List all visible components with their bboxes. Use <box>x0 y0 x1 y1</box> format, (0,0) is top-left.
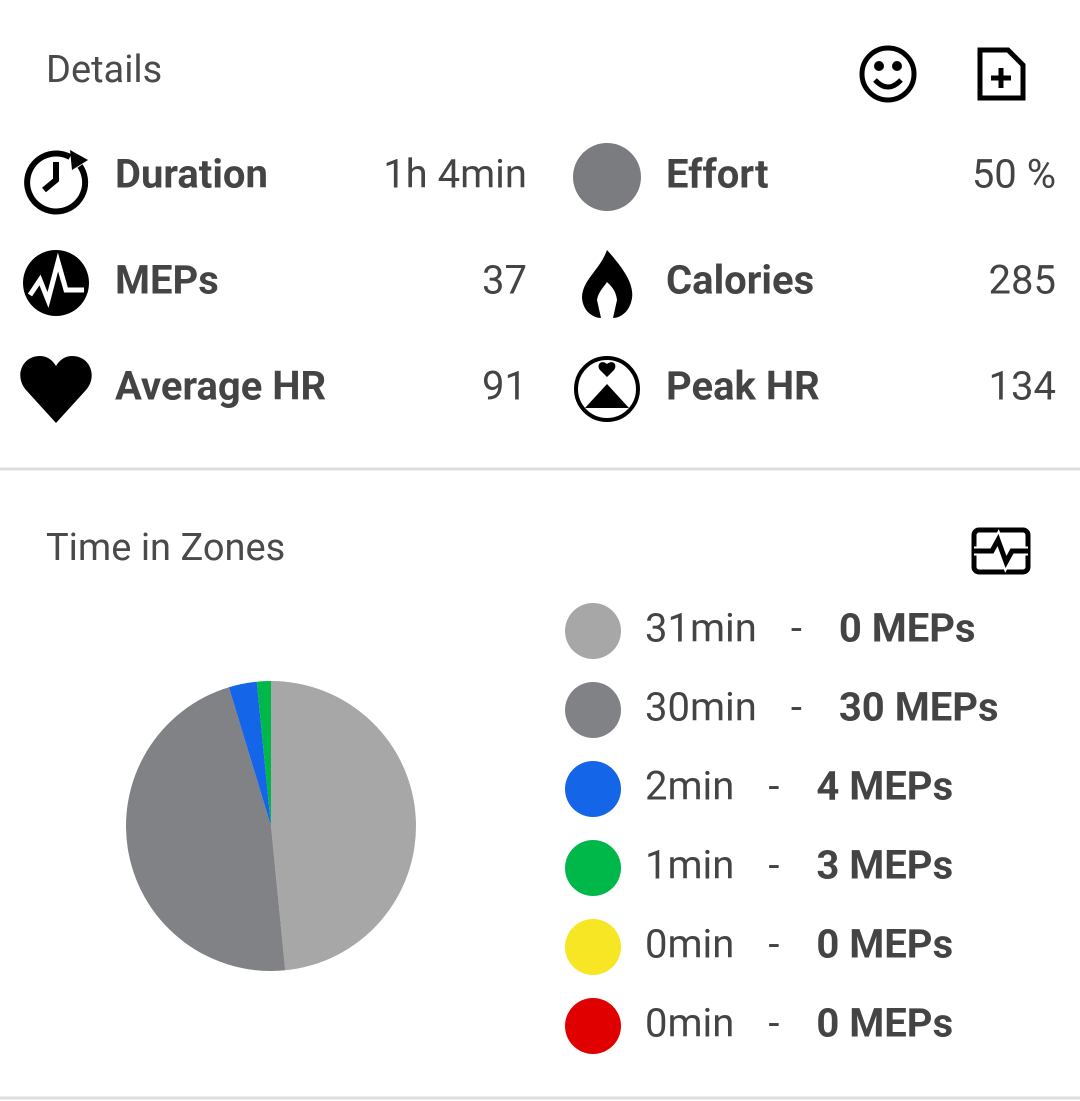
zones-chart-button[interactable] <box>971 527 1031 575</box>
legend-time: 31min <box>645 605 757 652</box>
legend-time: 1min <box>645 842 734 889</box>
section-title: Details <box>46 48 162 92</box>
legend-swatch <box>565 682 621 738</box>
legend-meps: 0 MEPs <box>816 1000 953 1047</box>
meps-icon <box>23 250 89 316</box>
legend-separator: - <box>768 921 779 968</box>
legend-swatch <box>565 919 621 975</box>
legend-time: 30min <box>645 684 757 731</box>
peak-hr-icon <box>574 356 640 422</box>
legend-time: 0min <box>645 921 734 968</box>
legend-separator: - <box>791 605 802 652</box>
pie-slice <box>228 681 271 826</box>
stat-value: 285 <box>989 257 1056 304</box>
legend-swatch <box>565 603 621 659</box>
stat-label: Average HR <box>115 363 326 410</box>
mood-button[interactable] <box>859 45 917 103</box>
legend-meps: 4 MEPs <box>816 763 953 810</box>
stat-label: Effort <box>666 151 769 198</box>
stat-value: 134 <box>989 363 1056 410</box>
heart-icon <box>20 356 92 423</box>
stat-value: 91 <box>482 363 527 410</box>
legend-meps: 0 MEPs <box>816 921 953 968</box>
legend-meps: 30 MEPs <box>839 684 999 731</box>
legend-separator: - <box>791 684 802 731</box>
legend-time: 2min <box>645 763 734 810</box>
effort-icon <box>573 143 641 211</box>
stat-label: Duration <box>115 151 268 198</box>
legend-swatch <box>565 998 621 1054</box>
pie-slice <box>125 687 286 971</box>
legend-separator: - <box>768 763 779 810</box>
pie-slice <box>271 681 416 971</box>
legend-swatch <box>565 840 621 896</box>
legend-meps: 0 MEPs <box>839 605 976 652</box>
legend-separator: - <box>768 842 779 889</box>
add-note-button[interactable] <box>977 47 1026 101</box>
calories-icon <box>582 250 633 318</box>
section-title: Time in Zones <box>46 526 285 570</box>
stat-label: Calories <box>666 257 814 304</box>
stat-value: 50 % <box>972 151 1056 198</box>
stat-value: 37 <box>482 257 527 304</box>
stat-label: MEPs <box>115 257 219 304</box>
legend-separator: - <box>768 1000 779 1047</box>
pie-slice <box>256 681 271 826</box>
duration-icon <box>24 150 89 215</box>
legend-time: 0min <box>645 1000 734 1047</box>
legend-swatch <box>565 761 621 817</box>
stat-label: Peak HR <box>666 363 820 410</box>
stat-value: 1h 4min <box>383 151 527 198</box>
legend-meps: 3 MEPs <box>816 842 953 889</box>
